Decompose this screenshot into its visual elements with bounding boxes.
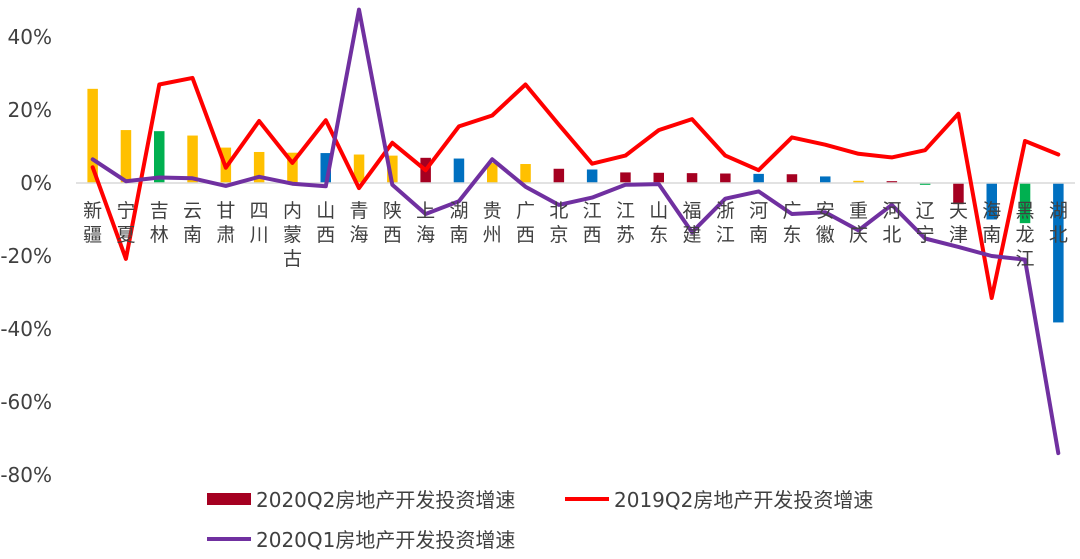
category-label: 四川 xyxy=(250,200,269,246)
category-label: 甘肃 xyxy=(216,200,235,246)
category-label: 重庆 xyxy=(849,200,868,246)
y-tick-label: 0% xyxy=(20,171,52,195)
y-tick-label: 40% xyxy=(8,25,52,49)
category-label: 上海 xyxy=(416,200,435,246)
legend: 2020Q2房地产开发投资增速 2019Q2房地产开发投资增速 2020Q1房地… xyxy=(207,488,873,552)
bar-8 xyxy=(320,153,331,183)
category-label: 福建 xyxy=(683,200,702,246)
bar-16 xyxy=(586,169,598,183)
legend-label-2019q2: 2019Q2房地产开发投资增速 xyxy=(614,488,873,512)
bar-10 xyxy=(387,155,398,183)
bar-13 xyxy=(487,162,498,183)
category-label: 宁夏 xyxy=(116,200,135,246)
category-label: 江苏 xyxy=(616,200,635,246)
bar-9 xyxy=(353,154,365,183)
y-tick-label: 20% xyxy=(8,98,52,122)
line-series-2 xyxy=(90,7,1061,456)
category-label: 广东 xyxy=(782,200,801,246)
category-label: 青海 xyxy=(350,200,369,246)
y-axis: 40% 20% 0% -20% -40% -60% -80% xyxy=(0,25,52,487)
category-label: 湖南 xyxy=(449,200,468,246)
bar-12 xyxy=(453,158,465,183)
y-tick-label: -60% xyxy=(0,390,52,414)
y-tick-label: -40% xyxy=(0,317,52,341)
bar-18 xyxy=(653,172,664,183)
bar-23 xyxy=(820,176,831,183)
category-label: 河南 xyxy=(749,200,768,246)
y-tick-label: -20% xyxy=(0,244,52,268)
bar-1 xyxy=(87,88,98,183)
category-label: 天津 xyxy=(949,200,968,246)
bar-19 xyxy=(686,173,698,183)
legend-label-2020q2: 2020Q2房地产开发投资增速 xyxy=(256,488,515,512)
category-label: 北京 xyxy=(549,200,568,246)
category-label: 海南 xyxy=(982,200,1001,246)
legend-swatch-2020q2 xyxy=(207,493,251,505)
category-label: 江西 xyxy=(583,200,602,246)
bar-29 xyxy=(1019,183,1031,224)
bar-27 xyxy=(953,183,964,205)
bar-15 xyxy=(553,168,565,183)
category-label: 山西 xyxy=(316,200,335,246)
category-label: 内蒙古 xyxy=(283,200,302,270)
bar-2 xyxy=(120,130,132,183)
line-series xyxy=(90,7,1061,456)
category-label: 云南 xyxy=(183,200,202,246)
bar-6 xyxy=(253,151,265,183)
category-label: 吉林 xyxy=(150,200,169,246)
bar-25 xyxy=(886,181,898,183)
legend-label-2020q1: 2020Q1房地产开发投资增速 xyxy=(256,528,515,552)
bar-3 xyxy=(154,131,165,183)
bar-21 xyxy=(753,173,764,183)
category-labels: 新疆宁夏吉林云南甘肃四川内蒙古山西青海陕西上海湖南贵州广西北京江西江苏山东福建浙… xyxy=(83,200,1068,270)
category-label: 广西 xyxy=(516,200,535,246)
category-label: 陕西 xyxy=(383,200,402,246)
bar-series-2020q2 xyxy=(87,88,1064,323)
category-label: 辽宁 xyxy=(916,200,935,246)
category-label: 贵州 xyxy=(483,200,502,246)
y-tick-label: -80% xyxy=(0,463,52,487)
bar-20 xyxy=(720,173,731,183)
bar-22 xyxy=(786,174,798,183)
bar-17 xyxy=(620,172,631,183)
bar-24 xyxy=(853,180,864,183)
category-label: 新疆 xyxy=(83,200,102,246)
category-label: 湖北 xyxy=(1049,200,1068,246)
bar-14 xyxy=(520,164,531,183)
bar-7 xyxy=(287,152,298,183)
category-label: 安徽 xyxy=(816,200,835,246)
bar-28 xyxy=(986,183,997,220)
bar-4 xyxy=(187,135,198,183)
bar-30 xyxy=(1053,183,1064,323)
line-series-1 xyxy=(90,75,1061,300)
category-label: 浙江 xyxy=(716,200,735,246)
bar-26 xyxy=(919,183,931,185)
category-label: 黑龙江 xyxy=(1016,200,1035,270)
category-label: 河北 xyxy=(882,200,901,246)
category-label: 山东 xyxy=(649,200,668,246)
